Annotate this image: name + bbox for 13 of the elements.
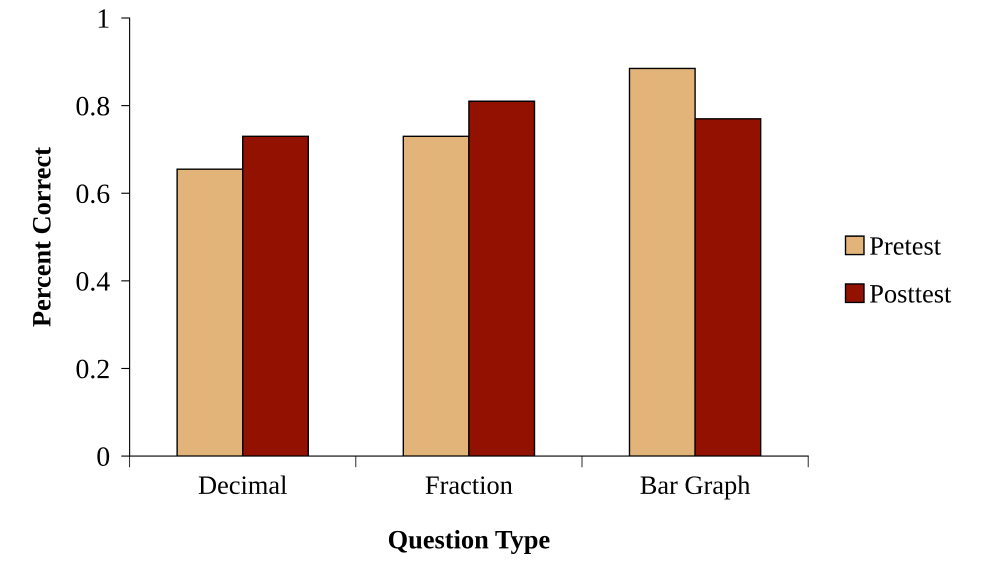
y-tick-label: 0	[97, 447, 110, 466]
y-tick-label: 0.2	[76, 360, 109, 379]
x-tick-label: Bar Graph	[640, 476, 750, 500]
legend-label: Pretest	[870, 237, 941, 255]
y-axis-title: Percent Correct	[32, 147, 51, 327]
y-tick-label: 0.8	[76, 96, 110, 116]
y-tick-label: 0.6	[76, 184, 110, 204]
legend-label: Posttest	[870, 285, 952, 303]
y-tick-label: 0.4	[76, 272, 110, 291]
x-tick-label: Decimal	[198, 476, 287, 494]
x-axis-title: Question Type	[388, 530, 550, 554]
y-tick-label: 1	[98, 9, 109, 28]
x-tick-label: Fraction	[426, 476, 512, 494]
